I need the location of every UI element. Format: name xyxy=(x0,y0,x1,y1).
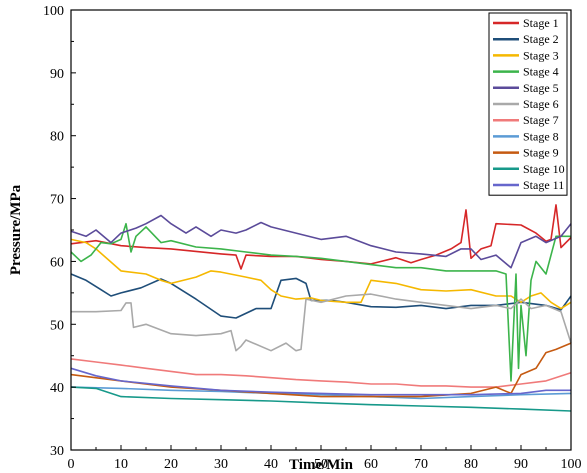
legend-label: Stage 10 xyxy=(523,162,565,176)
legend-label: Stage 7 xyxy=(523,113,559,127)
x-tick-label: 40 xyxy=(264,457,278,472)
x-tick-label: 100 xyxy=(561,457,582,472)
legend: Stage 1 Stage 2 Stage 3 Stage 4 Stage 5 Stage… xyxy=(488,12,568,196)
series-line-2 xyxy=(70,273,572,319)
y-tick-label: 70 xyxy=(50,193,64,208)
y-tick-label: 30 xyxy=(50,444,64,459)
legend-label: Stage 6 xyxy=(523,97,559,111)
x-tick-label: 60 xyxy=(364,457,378,472)
series-line-3 xyxy=(70,238,572,310)
x-tick-label: 50 xyxy=(314,457,328,472)
axis-ticks: 0 10 20 30 40 50 60 70 80 90 100 30 40 50 60 70 80 90 100 xyxy=(43,4,582,472)
y-tick-label: 60 xyxy=(50,255,64,270)
legend-label: Stage 5 xyxy=(523,81,559,95)
x-axis-label: Time/Min xyxy=(289,457,354,473)
series-line-1 xyxy=(70,204,572,270)
legend-label: Stage 4 xyxy=(523,65,559,79)
x-tick-label: 10 xyxy=(114,457,128,472)
y-tick-label: 90 xyxy=(50,67,64,82)
series-line-4 xyxy=(70,222,571,382)
legend-label: Stage 8 xyxy=(523,129,559,143)
plot-lines xyxy=(70,204,572,412)
x-tick-label: 30 xyxy=(214,457,228,472)
series-line-8 xyxy=(70,386,572,400)
legend-label: Stage 9 xyxy=(523,146,559,160)
y-tick-label: 50 xyxy=(50,318,64,333)
x-tick-label: 20 xyxy=(164,457,178,472)
series-line-11 xyxy=(70,367,571,396)
y-tick-label: 80 xyxy=(50,130,64,145)
legend-label: Stage 3 xyxy=(523,48,559,62)
series-line-6 xyxy=(71,293,572,352)
series-line-7 xyxy=(70,358,572,388)
legend-label: Stage 11 xyxy=(523,178,564,192)
y-axis-label: Pressure/MPa xyxy=(8,184,24,275)
y-tick-label: 100 xyxy=(43,4,64,19)
legend-label: Stage 2 xyxy=(523,32,559,46)
x-tick-label: 80 xyxy=(464,457,478,472)
x-tick-label: 0 xyxy=(68,457,75,472)
legend-label: Stage 1 xyxy=(523,16,559,30)
x-tick-label: 70 xyxy=(414,457,428,472)
series-line-5 xyxy=(70,214,572,269)
series-line-10 xyxy=(70,386,572,412)
y-tick-label: 40 xyxy=(50,381,64,396)
x-tick-label: 90 xyxy=(514,457,528,472)
